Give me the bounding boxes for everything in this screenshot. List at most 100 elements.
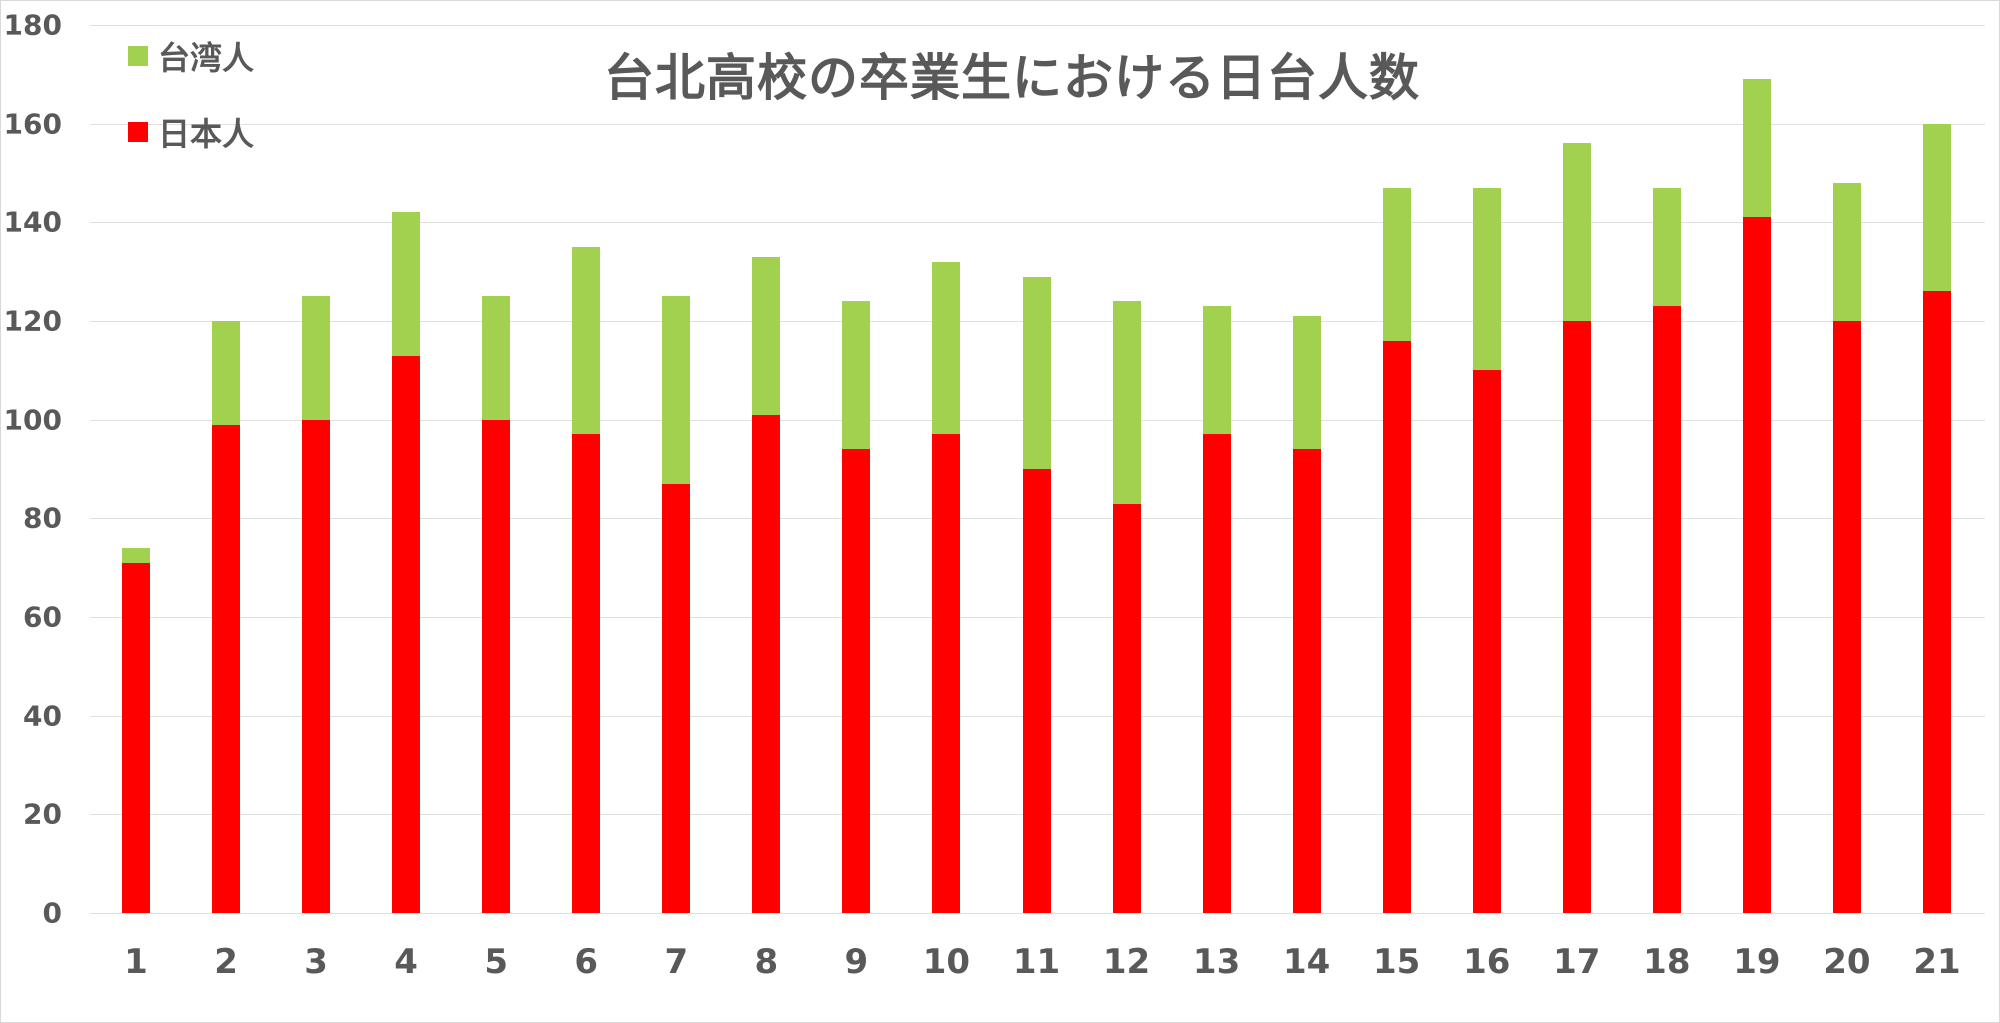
- x-tick-label: 7: [664, 942, 689, 982]
- stacked-bar: [1832, 182, 1861, 913]
- bar-segment-taiwanese: [392, 212, 421, 356]
- stacked-bar: [1112, 301, 1141, 913]
- y-tick-label: 100: [3, 403, 62, 437]
- bar-segment-taiwanese: [1292, 316, 1321, 450]
- bar-segment-japanese: [1022, 469, 1051, 913]
- bar-segment-japanese: [842, 449, 871, 913]
- y-tick-label: 20: [23, 797, 62, 831]
- x-tick-label: 21: [1913, 942, 1961, 982]
- legend-label: 日本人: [158, 115, 255, 153]
- bar-segment-taiwanese: [1652, 187, 1681, 307]
- x-tick-label: 9: [844, 942, 869, 982]
- bar-segment-taiwanese: [1562, 143, 1591, 321]
- bar-segment-japanese: [932, 434, 961, 913]
- x-tick-label: 11: [1012, 942, 1061, 982]
- bar-segment-taiwanese: [302, 296, 331, 420]
- x-tick-label: 20: [1823, 942, 1871, 982]
- bar-segment-japanese: [1832, 321, 1861, 913]
- bar-segment-japanese: [122, 562, 150, 913]
- stacked-bar: [1652, 187, 1681, 913]
- y-tick-label: 140: [3, 205, 62, 239]
- x-tick-label: 17: [1553, 942, 1601, 982]
- chart-title: 台北高校の卒業生における日台人数: [604, 49, 1420, 107]
- bar-segment-japanese: [1112, 503, 1141, 913]
- plot-area: [90, 25, 1985, 914]
- legend-item-taiwanese: 台湾人: [128, 38, 254, 77]
- stacked-bar: [122, 547, 150, 913]
- bar-segment-taiwanese: [662, 296, 691, 484]
- bar-segment-japanese: [392, 355, 421, 913]
- y-tick-label: 40: [23, 699, 62, 733]
- bar-segment-taiwanese: [1832, 182, 1861, 321]
- stacked-bar: [212, 321, 241, 913]
- stacked-bar: [932, 261, 961, 913]
- y-tick-label: 0: [42, 896, 62, 930]
- x-tick-label: 8: [754, 942, 779, 982]
- x-tick-label: 18: [1643, 942, 1691, 982]
- bar-segment-japanese: [1382, 340, 1411, 913]
- stacked-bar: [302, 296, 331, 913]
- bar-segment-japanese: [302, 419, 331, 913]
- gridline: [90, 25, 1985, 26]
- stacked-bar: [1292, 316, 1321, 913]
- gridline: [90, 123, 1985, 125]
- stacked-bar: [1202, 306, 1231, 913]
- x-tick-label: 4: [394, 942, 418, 982]
- bar-segment-taiwanese: [1112, 301, 1141, 504]
- x-tick-label: 2: [214, 942, 238, 982]
- stacked-bar: [572, 247, 601, 913]
- bar-segment-taiwanese: [212, 321, 241, 425]
- legend-swatch-japanese: [128, 122, 148, 142]
- legend-item-japanese: 日本人: [128, 114, 254, 153]
- bar-segment-japanese: [752, 414, 781, 913]
- bar-segment-taiwanese: [482, 296, 511, 420]
- x-tick-label: 10: [922, 942, 971, 982]
- bar-segment-taiwanese: [122, 547, 150, 563]
- stacked-bar: [1562, 143, 1591, 913]
- bar-segment-japanese: [1472, 370, 1501, 913]
- legend: 台湾人 日本人: [128, 38, 254, 190]
- bar-segment-taiwanese: [572, 247, 601, 435]
- legend-label: 台湾人: [158, 39, 255, 77]
- gridline: [90, 913, 1985, 914]
- stacked-bar: [392, 212, 421, 913]
- bar-segment-japanese: [1292, 449, 1321, 913]
- bar-segment-taiwanese: [1202, 306, 1231, 435]
- stacked-bar: [1472, 187, 1501, 913]
- x-tick-label: 12: [1102, 942, 1151, 982]
- stacked-bar: [1923, 123, 1951, 913]
- stacked-bar: [662, 296, 691, 913]
- x-tick-label: 13: [1192, 942, 1241, 982]
- legend-swatch-taiwanese: [128, 46, 148, 66]
- bar-segment-japanese: [1652, 306, 1681, 913]
- stacked-bar: [1742, 79, 1771, 913]
- stacked-bar: [1382, 187, 1411, 913]
- y-tick-label: 180: [3, 8, 62, 42]
- x-tick-label: 5: [484, 942, 509, 982]
- bar-segment-japanese: [212, 424, 241, 913]
- stacked-bar: [482, 296, 511, 913]
- x-tick-label: 14: [1282, 942, 1331, 982]
- bar-segment-taiwanese: [1923, 123, 1951, 292]
- bar-segment-taiwanese: [1472, 187, 1501, 371]
- y-tick-label: 160: [3, 107, 62, 141]
- bar-segment-taiwanese: [1742, 79, 1771, 218]
- bar-segment-japanese: [1202, 434, 1231, 913]
- bar-segment-japanese: [1562, 321, 1591, 913]
- bar-segment-japanese: [572, 434, 601, 913]
- bar-segment-japanese: [1923, 291, 1951, 913]
- x-tick-label: 15: [1373, 942, 1421, 982]
- y-tick-label: 120: [3, 304, 62, 338]
- gridline: [90, 222, 1985, 224]
- bar-segment-taiwanese: [752, 256, 781, 415]
- x-tick-label: 16: [1463, 942, 1511, 982]
- stacked-bar: [842, 301, 871, 913]
- bar-segment-japanese: [662, 483, 691, 913]
- y-tick-label: 80: [23, 501, 62, 535]
- x-tick-label: 1: [124, 942, 148, 982]
- stacked-bar: [752, 256, 781, 913]
- bar-segment-japanese: [482, 419, 511, 913]
- bar-segment-taiwanese: [932, 261, 961, 435]
- x-tick-label: 3: [304, 942, 328, 982]
- x-tick-label: 19: [1733, 942, 1781, 982]
